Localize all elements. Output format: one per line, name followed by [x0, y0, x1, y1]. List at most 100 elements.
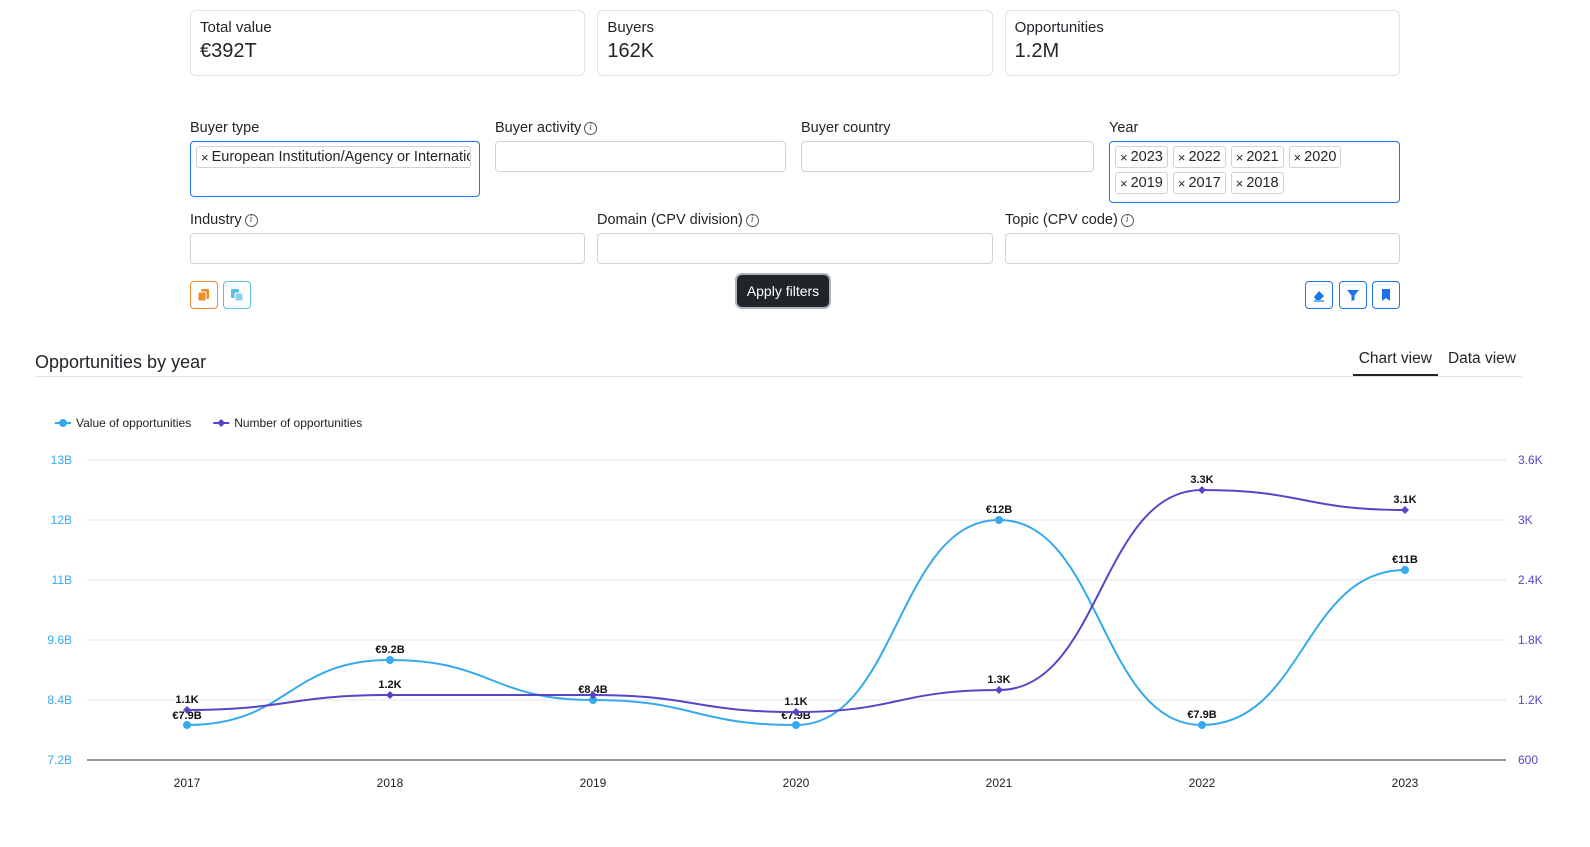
- right-axis-tick-label: 600: [1518, 753, 1538, 767]
- remove-tag-icon[interactable]: ×: [1177, 175, 1186, 191]
- buyer-type-select[interactable]: × European Institution/Agency or Interna…: [190, 141, 480, 197]
- tag-label: 2023: [1130, 149, 1163, 165]
- filter-label: Year: [1109, 120, 1139, 136]
- filter-tag[interactable]: × European Institution/Agency or Interna…: [196, 146, 471, 168]
- legend-marker: [217, 419, 226, 427]
- remove-tag-icon[interactable]: ×: [1235, 175, 1244, 191]
- topic-select[interactable]: [1005, 233, 1400, 264]
- data-point: [589, 691, 597, 699]
- remove-tag-icon[interactable]: ×: [1120, 149, 1128, 165]
- tab-data-view[interactable]: Data view: [1447, 350, 1516, 367]
- tag-label: 2018: [1246, 175, 1279, 191]
- buyer-activity-select[interactable]: [495, 141, 786, 172]
- info-icon[interactable]: i: [584, 121, 598, 135]
- filter-tag[interactable]: × 2020: [1288, 146, 1342, 168]
- right-axis-tick-label: 3.6K: [1518, 453, 1543, 467]
- data-label: 1.1K: [175, 694, 198, 706]
- left-axis-tick-label: 13B: [51, 453, 72, 467]
- remove-tag-icon[interactable]: ×: [201, 149, 209, 165]
- info-icon[interactable]: i: [1120, 213, 1134, 227]
- filter-label-text: Domain (CPV division): [597, 212, 743, 228]
- year-tags: × 2023 × 2022 × 2021 × 2020 × 2019 × 2017 × 201…: [1110, 142, 1370, 194]
- copy-orange-icon: [197, 289, 209, 302]
- apply-filters-button[interactable]: Apply filters: [737, 275, 829, 307]
- data-label: 3.1K: [1393, 494, 1416, 506]
- kpi-card-total-value: Total value €392T: [190, 10, 586, 76]
- filter-tag[interactable]: × 2017: [1172, 172, 1226, 194]
- data-label: 1.1K: [784, 696, 807, 708]
- paste-filters-button[interactable]: [223, 281, 251, 309]
- opportunities-chart: 7.2B 600 8.4B 1.2K 9.6B 1.8K 11B 2.4K 12B 3K 13B 3.…: [47, 416, 1543, 790]
- domain-select[interactable]: [597, 233, 993, 264]
- filter-tag[interactable]: × 2018: [1230, 172, 1284, 194]
- filter-label: Buyer activity i: [495, 120, 786, 136]
- filter-label: Topic (CPV code) i: [1005, 212, 1400, 228]
- data-point: [1198, 486, 1206, 494]
- filter-tag[interactable]: × 2023: [1115, 146, 1168, 168]
- data-label: 1.3K: [987, 674, 1010, 686]
- kpi-label: Opportunities: [1014, 19, 1104, 36]
- filter-buyer-type: Buyer type × European Institution/Agency…: [190, 120, 480, 197]
- filter-year: Year × 2023 × 2022 × 2021 × 2020 × 2019 × 2017…: [1109, 120, 1400, 203]
- left-axis-tick-label: 9.6B: [47, 633, 72, 647]
- tag-label: 2017: [1188, 175, 1221, 191]
- series-line-count: [186, 488, 1406, 714]
- filter-label: Domain (CPV division) i: [597, 212, 993, 228]
- data-point: [386, 691, 394, 699]
- data-point: [589, 696, 597, 704]
- filter-label: Buyer country: [801, 120, 891, 136]
- right-axis-tick-label: 1.2K: [1518, 693, 1543, 707]
- clear-filters-button[interactable]: [1305, 281, 1333, 309]
- buyer-country-select[interactable]: [801, 141, 1094, 172]
- remove-tag-icon[interactable]: ×: [1293, 149, 1302, 165]
- left-axis-tick-label: 7.2B: [47, 753, 72, 767]
- data-label: €12B: [986, 504, 1012, 516]
- x-axis-tick-label: 2023: [1392, 776, 1419, 790]
- filter-label: Buyer type: [190, 120, 260, 136]
- save-filters-button[interactable]: [1372, 281, 1400, 309]
- data-point: [792, 721, 800, 729]
- kpi-value: 1.2M: [1014, 40, 1060, 62]
- info-icon[interactable]: i: [745, 213, 759, 227]
- data-label: 1.2K: [378, 679, 401, 691]
- filter-label: Industry i: [190, 212, 585, 228]
- legend-marker: [59, 419, 67, 427]
- data-point: [183, 721, 191, 729]
- section-title: Opportunities by year: [35, 352, 207, 372]
- x-axis-tick-label: 2018: [377, 776, 404, 790]
- x-axis-tick-label: 2021: [986, 776, 1013, 790]
- industry-select[interactable]: [190, 233, 585, 264]
- data-point: [995, 686, 1003, 694]
- filter-tag[interactable]: × 2022: [1172, 146, 1226, 168]
- kpi-value: 162K: [607, 40, 655, 62]
- filter-buyer-activity: Buyer activity i: [495, 120, 786, 172]
- kpi-row: Total value €392T Buyers 162K Opportunit…: [190, 10, 1400, 76]
- tag-label: European Institution/Agency or Internati…: [211, 149, 470, 165]
- kpi-label: Buyers: [607, 19, 655, 36]
- legend-label: Number of opportunities: [234, 416, 362, 430]
- x-axis-tick-label: 2022: [1189, 776, 1216, 790]
- copy-filters-button[interactable]: [190, 281, 218, 309]
- info-icon[interactable]: i: [244, 213, 258, 227]
- filter-label-text: Industry: [190, 212, 242, 228]
- remove-tag-icon[interactable]: ×: [1177, 149, 1186, 165]
- data-point: [183, 706, 191, 714]
- legend-label: Value of opportunities: [76, 416, 191, 430]
- remove-tag-icon[interactable]: ×: [1235, 149, 1244, 165]
- filter-button[interactable]: [1339, 281, 1367, 309]
- tab-chart-view[interactable]: Chart view: [1352, 350, 1438, 376]
- x-axis-tick-label: 2020: [783, 776, 810, 790]
- data-point: [386, 656, 394, 664]
- kpi-label: Total value: [200, 19, 272, 36]
- year-select[interactable]: × 2023 × 2022 × 2021 × 2020 × 2019 × 2017 × 201…: [1109, 141, 1400, 203]
- right-axis-tick-label: 2.4K: [1518, 573, 1543, 587]
- tag-label: 2019: [1130, 175, 1163, 191]
- filter-tag[interactable]: × 2021: [1230, 146, 1284, 168]
- remove-tag-icon[interactable]: ×: [1120, 175, 1128, 191]
- section-divider: [35, 376, 1522, 377]
- filter-tag[interactable]: × 2019: [1115, 172, 1168, 194]
- copy-teal-icon: [231, 289, 244, 302]
- kpi-card-opportunities: Opportunities 1.2M: [1004, 10, 1400, 76]
- filter-icon: [1347, 290, 1359, 301]
- left-axis-tick-label: 8.4B: [47, 693, 72, 707]
